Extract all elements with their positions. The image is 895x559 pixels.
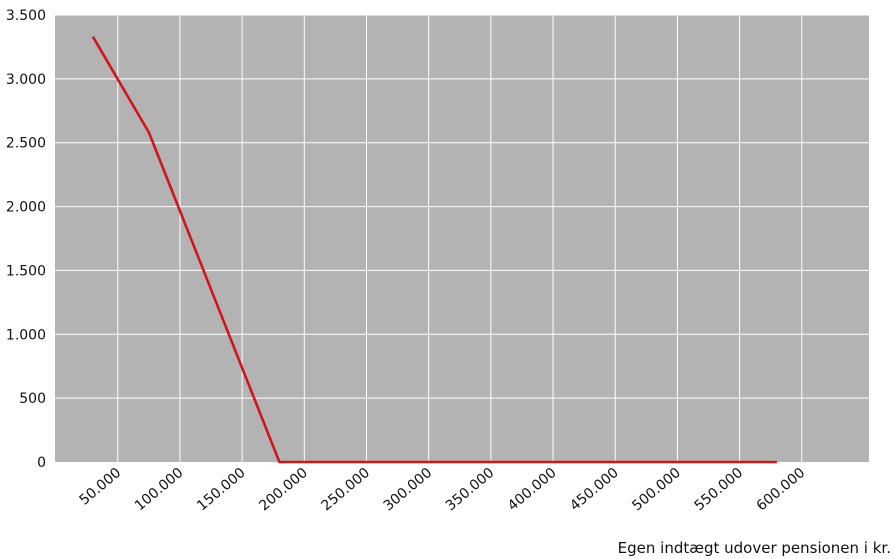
x-tick-label: 450.000 [567,465,622,514]
x-tick-label: 500.000 [629,465,684,514]
y-tick-label: 3.000 [6,72,46,88]
x-tick-label: 350.000 [443,465,498,514]
y-tick-label: 1.000 [6,327,46,343]
x-tick-label: 100.000 [132,465,187,514]
series-line [91,36,777,464]
y-axis-tick-labels: 0 500 1.000 1.500 2.000 2.500 3.000 3.500 [6,8,46,471]
y-tick-label: 0 [37,455,46,471]
horizontal-gridlines [55,14,869,399]
x-tick-label: 300.000 [381,465,436,514]
y-tick-label: 2.500 [6,136,46,152]
y-tick-label: 500 [19,391,46,407]
x-tick-label: 550.000 [692,465,747,514]
x-tick-label: 400.000 [505,465,560,514]
x-axis-label: Egen indtægt udover pensionen i kr. [618,539,891,557]
plot-area [55,15,869,462]
x-tick-label: 600.000 [754,465,809,514]
vertical-gridlines [117,15,803,462]
x-axis-tick-labels: 50.000 100.000 150.000 200.000 250.000 300.00… [77,465,809,514]
x-tick-label: 150.000 [194,465,249,514]
y-tick-label: 2.000 [6,200,46,216]
y-tick-label: 3.500 [6,8,46,24]
x-tick-label: 200.000 [256,465,311,514]
x-tick-label: 50.000 [77,465,125,509]
y-tick-label: 1.500 [6,263,46,279]
x-tick-label: 250.000 [318,465,373,514]
